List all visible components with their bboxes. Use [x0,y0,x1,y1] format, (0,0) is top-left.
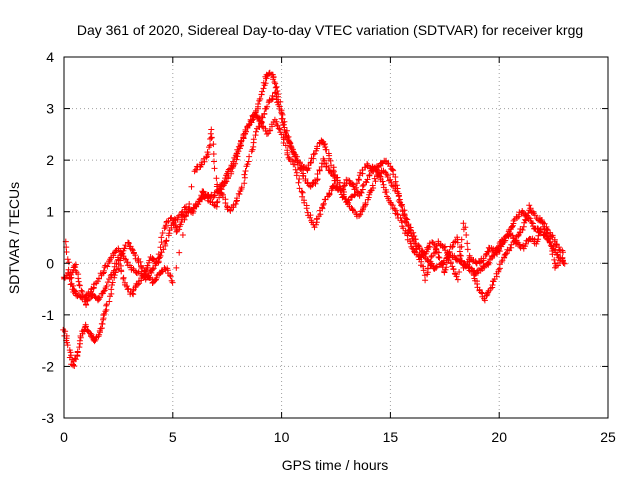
series-trace-a [60,69,568,303]
series-trace-c [62,111,566,308]
x-tick-label: 0 [60,429,68,445]
x-tick-label: 25 [600,429,616,445]
y-tick-label: -1 [42,307,55,323]
y-tick-label: -2 [42,358,55,374]
y-tick-label: 2 [46,152,54,168]
data-points [60,69,568,369]
y-tick-labels: -3 -2 -1 0 1 2 3 4 [42,49,55,426]
y-axis-label: SDTVAR / TECUs [6,182,22,294]
y-tick-label: 1 [46,204,54,220]
marker-path [60,69,568,303]
marker-path [60,89,566,369]
marker-path [62,111,566,308]
y-tick-label: 4 [46,49,54,65]
x-tick-label: 20 [491,429,507,445]
x-tick-label: 15 [383,429,399,445]
series-trace-b [60,89,566,369]
y-tick-label: 3 [46,101,54,117]
grid-lines [64,57,608,418]
x-axis-label: GPS time / hours [282,457,389,473]
chart-title: Day 361 of 2020, Sidereal Day-to-day VTE… [77,22,583,38]
axis-ticks [63,56,609,419]
y-tick-label: 0 [46,255,54,271]
x-tick-label: 10 [274,429,290,445]
y-tick-label: -3 [42,410,55,426]
plot-frame [63,56,609,419]
x-tick-labels: 0 5 10 15 20 25 [60,429,616,445]
x-tick-label: 5 [169,429,177,445]
